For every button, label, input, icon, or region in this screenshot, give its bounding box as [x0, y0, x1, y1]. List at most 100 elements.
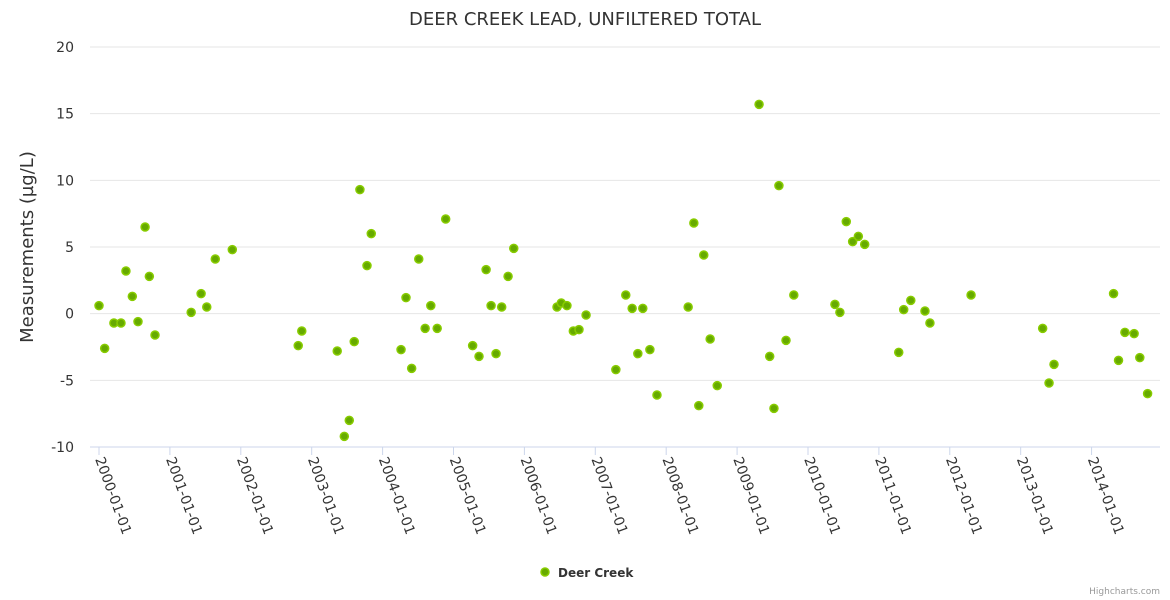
data-point[interactable] — [293, 340, 303, 351]
data-point[interactable] — [467, 340, 478, 351]
data-point[interactable] — [611, 364, 621, 375]
x-tick-label: 2013-01-01 — [1013, 455, 1056, 537]
data-point[interactable] — [1108, 288, 1119, 299]
data-point[interactable] — [349, 336, 359, 347]
data-point[interactable] — [202, 302, 212, 312]
data-point[interactable] — [830, 299, 840, 310]
data-point[interactable] — [196, 288, 206, 299]
data-point[interactable] — [121, 266, 131, 276]
data-point[interactable] — [705, 334, 715, 344]
data-point[interactable] — [633, 348, 643, 359]
legend-item-deer-creek[interactable]: Deer Creek — [540, 566, 634, 580]
data-point[interactable] — [645, 344, 655, 355]
data-point[interactable] — [406, 363, 417, 374]
data-point[interactable] — [853, 231, 864, 242]
data-point[interactable] — [699, 250, 709, 260]
data-point[interactable] — [1135, 352, 1145, 363]
data-point[interactable] — [925, 318, 935, 328]
data-point[interactable] — [627, 303, 637, 314]
data-point[interactable] — [133, 316, 143, 327]
data-point[interactable] — [898, 304, 909, 315]
data-point[interactable] — [355, 184, 365, 195]
data-point[interactable] — [859, 239, 870, 250]
data-point[interactable] — [689, 218, 699, 228]
data-point[interactable] — [210, 254, 221, 264]
data-point[interactable] — [1037, 323, 1048, 334]
y-tick-label: -5 — [60, 373, 74, 389]
data-point[interactable] — [789, 290, 799, 300]
x-tick-label: 2008-01-01 — [658, 455, 701, 537]
data-point[interactable] — [420, 323, 430, 334]
data-point[interactable] — [227, 244, 238, 255]
x-tick-label: 2005-01-01 — [446, 455, 489, 537]
data-point[interactable] — [562, 300, 572, 311]
data-point[interactable] — [94, 300, 104, 311]
data-point[interactable] — [432, 323, 442, 334]
data-point[interactable] — [491, 348, 501, 359]
data-point[interactable] — [841, 216, 852, 227]
data-point[interactable] — [1044, 378, 1054, 388]
data-point[interactable] — [297, 326, 307, 336]
x-tick-label: 2011-01-01 — [871, 455, 914, 537]
data-point[interactable] — [401, 292, 411, 303]
y-axis-label: Measurements (µg/L) — [17, 151, 38, 343]
data-point[interactable] — [481, 264, 491, 275]
data-point[interactable] — [509, 243, 519, 254]
x-tick-label: 2006-01-01 — [517, 455, 560, 537]
data-point[interactable] — [362, 260, 372, 271]
x-tick-label: 2002-01-01 — [233, 455, 276, 537]
x-tick-label: 2010-01-01 — [800, 455, 843, 537]
data-point[interactable] — [574, 324, 584, 335]
data-point[interactable] — [1129, 328, 1139, 339]
data-point[interactable] — [683, 302, 693, 312]
data-point[interactable] — [581, 310, 591, 320]
data-point[interactable] — [127, 291, 138, 302]
y-tick-label: 15 — [56, 107, 74, 123]
data-point[interactable] — [1049, 359, 1059, 370]
data-point[interactable] — [339, 431, 350, 442]
data-point[interactable] — [920, 306, 930, 316]
data-point[interactable] — [116, 318, 126, 328]
data-point[interactable] — [774, 180, 784, 191]
data-point[interactable] — [754, 99, 764, 110]
data-point[interactable] — [769, 403, 779, 414]
data-point[interactable] — [847, 236, 858, 247]
data-point[interactable] — [621, 290, 631, 300]
data-point[interactable] — [344, 415, 355, 426]
data-point[interactable] — [150, 330, 160, 340]
data-point[interactable] — [496, 302, 507, 312]
credits-link[interactable]: Highcharts.com — [1089, 587, 1160, 597]
data-point[interactable] — [893, 347, 904, 358]
data-point[interactable] — [835, 307, 845, 318]
y-tick-label: 10 — [56, 173, 74, 189]
data-point[interactable] — [694, 400, 704, 411]
data-point[interactable] — [144, 271, 155, 282]
data-point[interactable] — [366, 228, 377, 239]
legend-marker — [540, 567, 550, 577]
data-point[interactable] — [396, 344, 406, 355]
data-point[interactable] — [906, 295, 916, 306]
data-point[interactable] — [712, 380, 722, 391]
data-point[interactable] — [764, 351, 775, 362]
data-point[interactable] — [140, 222, 150, 232]
data-point[interactable] — [332, 346, 342, 356]
x-tick-label: 2014-01-01 — [1084, 455, 1127, 537]
data-point[interactable] — [99, 343, 110, 354]
data-point[interactable] — [1113, 355, 1124, 366]
data-point[interactable] — [186, 307, 196, 318]
data-point[interactable] — [503, 271, 513, 282]
y-tick-label: 20 — [56, 40, 74, 56]
data-point[interactable] — [781, 335, 791, 346]
data-point[interactable] — [474, 351, 484, 362]
data-point[interactable] — [1142, 388, 1153, 399]
data-point[interactable] — [440, 214, 451, 224]
data-point[interactable] — [426, 300, 436, 311]
x-tick-label: 2007-01-01 — [588, 455, 631, 537]
data-point[interactable] — [414, 254, 424, 264]
data-point[interactable] — [1120, 327, 1130, 338]
data-point[interactable] — [486, 300, 496, 311]
data-point[interactable] — [652, 390, 662, 400]
data-point[interactable] — [638, 303, 648, 314]
data-point[interactable] — [966, 290, 976, 300]
